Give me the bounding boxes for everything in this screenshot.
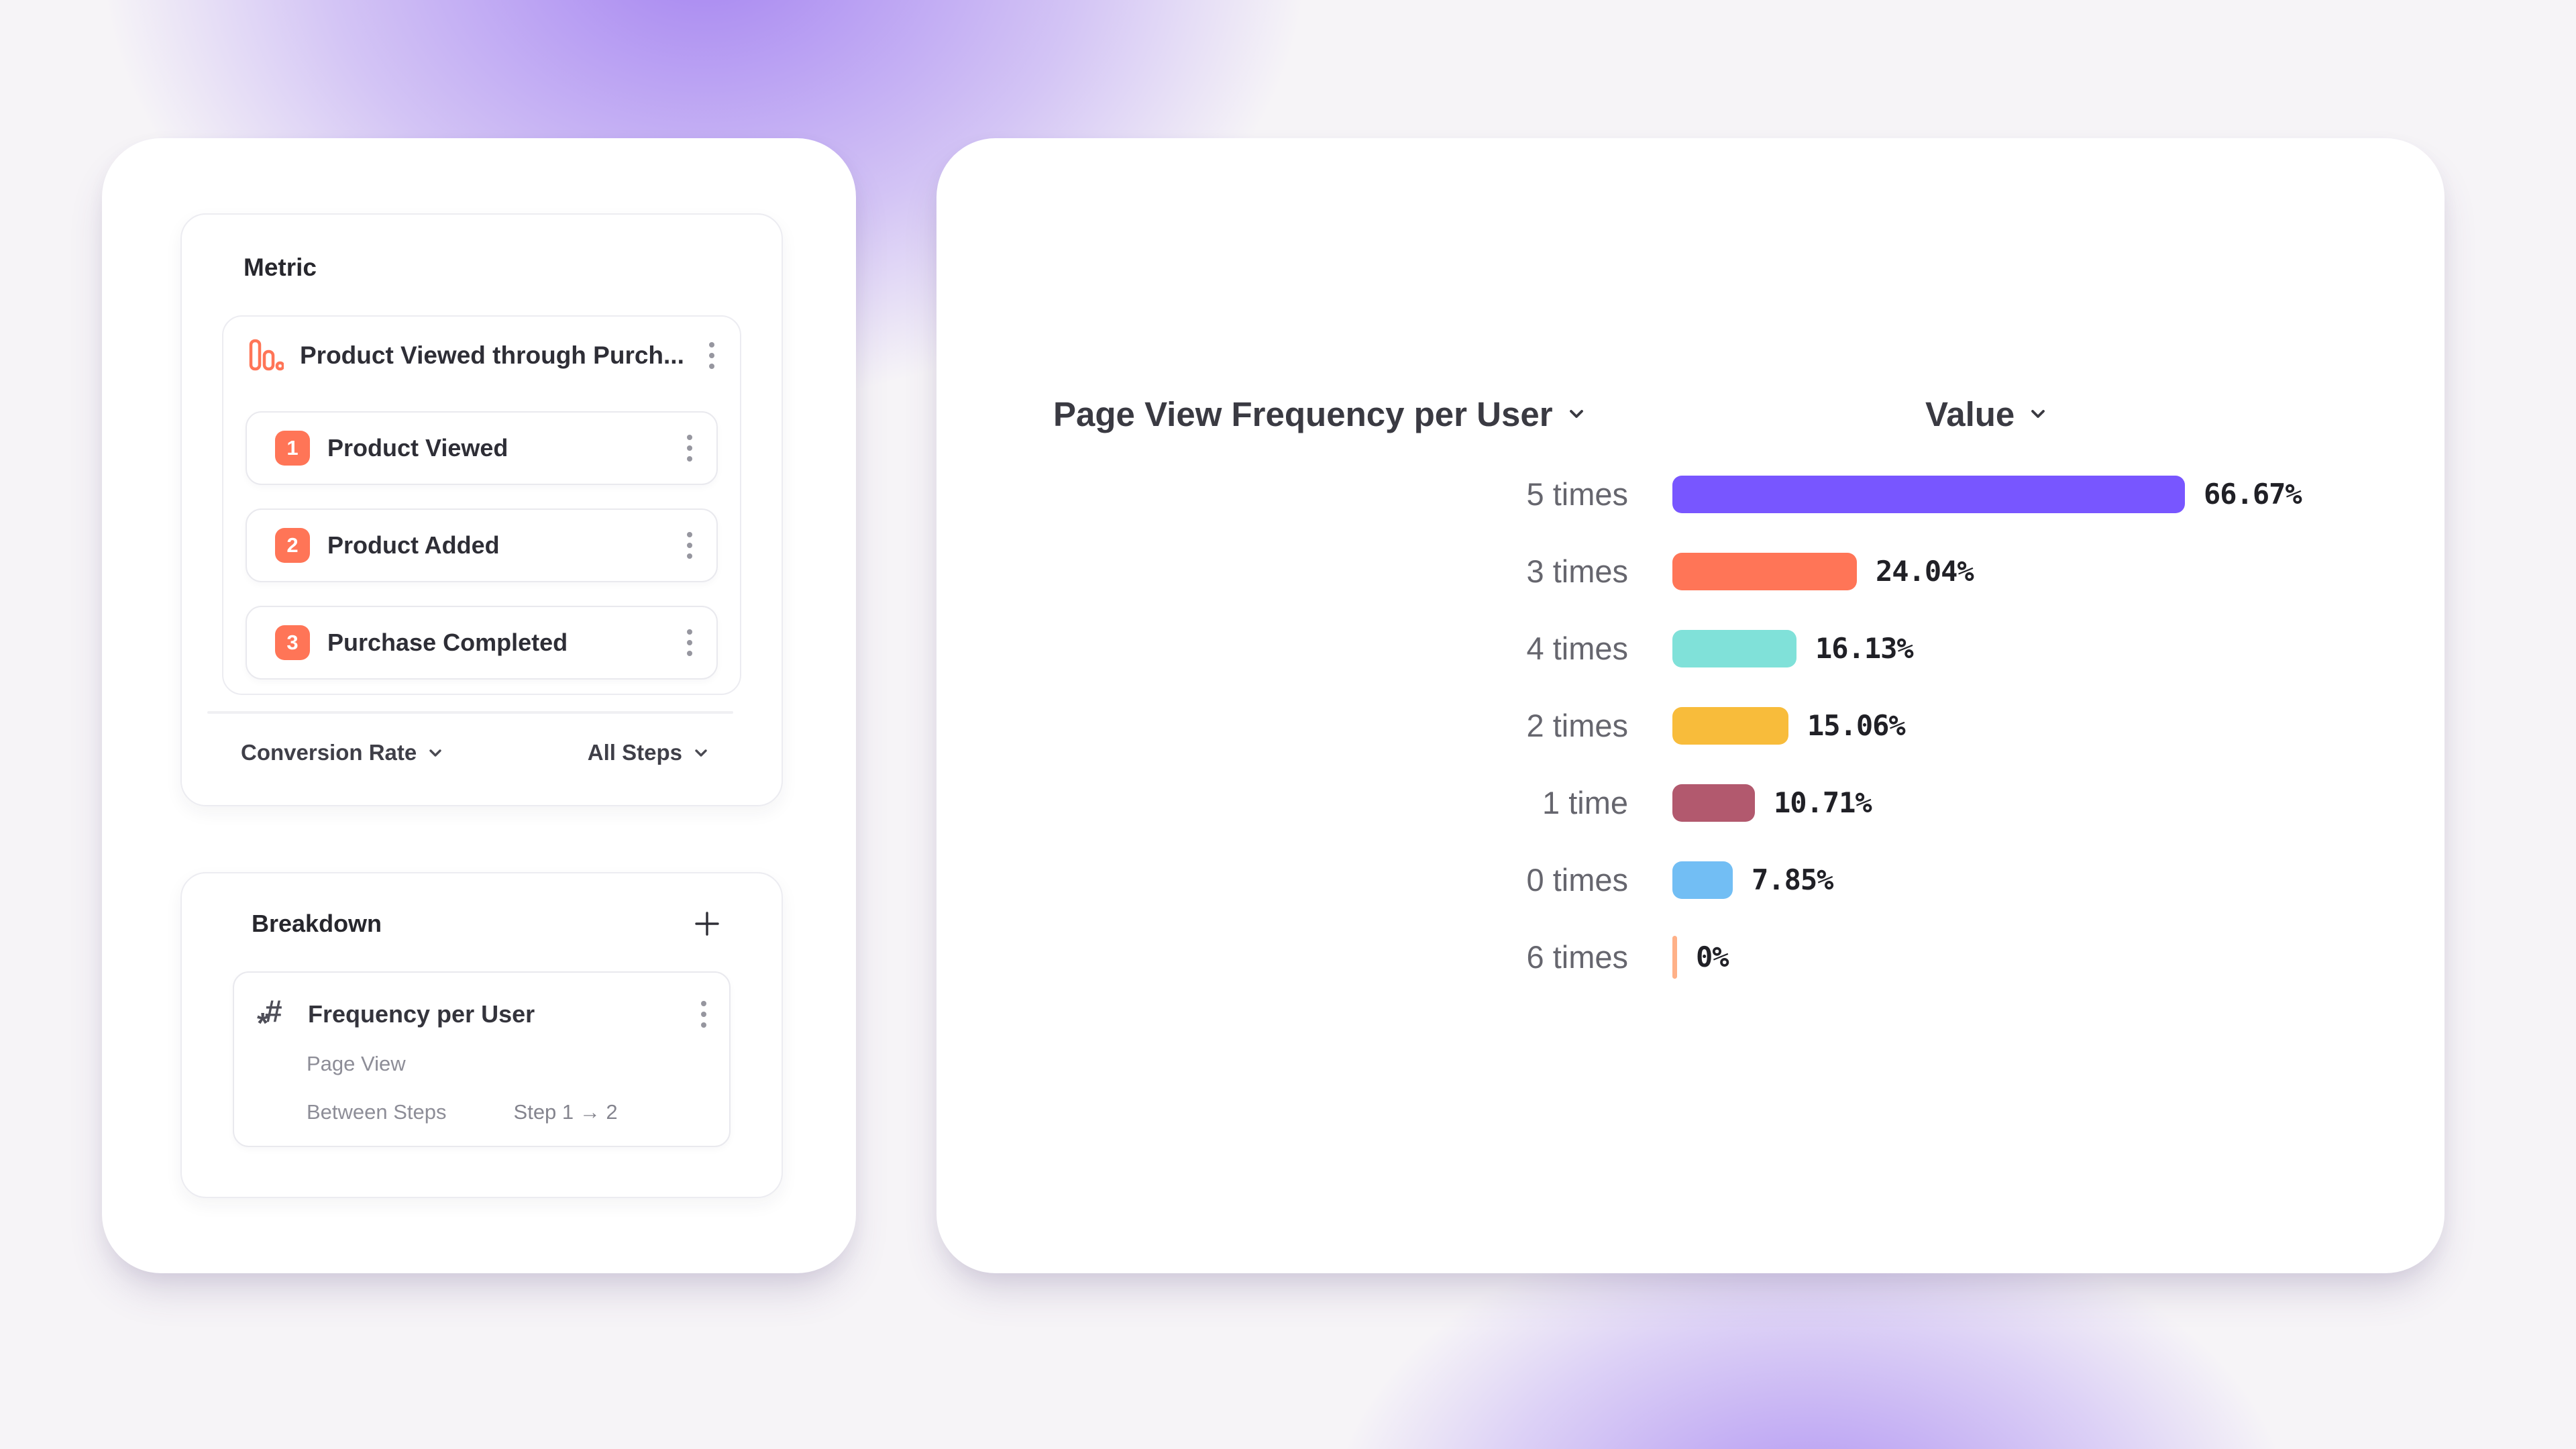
breakdown-event-label: Page View (307, 1052, 406, 1075)
plus-icon[interactable] (692, 908, 722, 939)
kebab-menu-icon[interactable] (683, 528, 696, 563)
bar-category-label: 6 times (1526, 939, 1629, 975)
breakdown-panel: Breakdown # * Frequency per User Page Vie… (180, 872, 783, 1198)
chart-title-dropdown[interactable]: Page View Frequency per User (1053, 390, 1588, 437)
kebab-menu-icon[interactable] (683, 625, 696, 660)
bar-segment[interactable] (1672, 552, 1857, 590)
kebab-menu-icon[interactable] (683, 431, 696, 466)
bar-category-label: 1 time (1542, 785, 1628, 820)
bar-value-label: 24.04% (1876, 555, 1974, 588)
breakdown-item-row: # * Frequency per User (257, 993, 710, 1040)
funnel-step-row[interactable]: 1 Product Viewed (246, 411, 718, 485)
bar-value-label: 7.85% (1752, 863, 1833, 896)
chart-bar-row: 6 times 0% (936, 918, 2445, 996)
chart-title: Page View Frequency per User (1053, 394, 1553, 433)
bar-segment[interactable] (1672, 629, 1796, 667)
bar-segment[interactable] (1672, 784, 1755, 822)
bar-value-label: 66.67% (2204, 478, 2302, 511)
bar-category-label: 4 times (1526, 631, 1629, 666)
value-column-dropdown[interactable]: Value (1925, 390, 2049, 437)
step-event-label: Product Added (327, 531, 500, 559)
value-column-label: Value (1925, 394, 2015, 433)
chevron-down-icon (426, 743, 445, 762)
breakdown-item-title: Frequency per User (308, 1000, 535, 1028)
bar-category-label: 2 times (1526, 708, 1629, 743)
breakdown-scope-row: Between Steps Step 1 → 2 (307, 1100, 618, 1124)
bar-segment[interactable] (1672, 706, 1788, 745)
step-number-badge: 2 (275, 528, 310, 563)
chart-bar-row: 2 times 15.06% (936, 687, 2445, 764)
step-number-badge: 1 (275, 431, 310, 466)
bar-segment[interactable] (1672, 935, 1677, 979)
metric-title: Product Viewed through Purch... (300, 341, 684, 369)
chevron-down-icon (1565, 402, 1588, 425)
chevron-down-icon (692, 743, 710, 762)
bar-segment[interactable] (1672, 475, 2185, 513)
funnel-step-row[interactable]: 2 Product Added (246, 508, 718, 582)
all-steps-label: All Steps (587, 740, 682, 765)
metric-panel-footer: Conversion Rate All Steps (241, 731, 710, 774)
chart-bar-row: 3 times 24.04% (936, 533, 2445, 610)
funnel-definition-box: Product Viewed through Purch... 1 Product… (222, 315, 741, 695)
funnel-chart-icon (248, 337, 284, 374)
chart-bar-row: 5 times 66.67% (936, 455, 2445, 533)
bar-chart: 5 times 66.67% 3 times 24.04% 4 times 16.13% 2… (936, 455, 2445, 996)
panel-divider (207, 711, 733, 714)
bar-category-label: 5 times (1526, 476, 1629, 512)
chevron-down-icon (2027, 402, 2049, 425)
bar-value-label: 15.06% (1807, 709, 1906, 742)
breakdown-panel-title: Breakdown (252, 910, 382, 937)
conversion-rate-label: Conversion Rate (241, 740, 417, 765)
metric-panel: Metric Product Viewed through Purch... 1… (180, 213, 783, 806)
bar-category-label: 3 times (1526, 553, 1629, 589)
funnel-steps-list: 1 Product Viewed 2 Product Added 3 Purchase C… (246, 411, 718, 703)
bar-value-label: 0% (1696, 941, 1729, 973)
chart-bar-row: 0 times 7.85% (936, 841, 2445, 918)
step-event-label: Product Viewed (327, 434, 508, 462)
funnel-metric-row[interactable]: Product Viewed through Purch... (248, 327, 718, 384)
breakdown-item-card[interactable]: # * Frequency per User Page View Between … (233, 971, 731, 1147)
bar-category-label: 0 times (1526, 862, 1629, 898)
metric-panel-title: Metric (244, 254, 317, 281)
query-builder-card: Metric Product Viewed through Purch... 1… (102, 138, 856, 1273)
bar-segment[interactable] (1672, 861, 1733, 899)
kebab-menu-icon[interactable] (697, 997, 710, 1032)
numeric-property-icon: # * (257, 994, 282, 1040)
breakdown-scope-label: Between Steps (307, 1100, 447, 1124)
bar-value-label: 16.13% (1815, 632, 1914, 665)
kebab-menu-icon[interactable] (705, 338, 718, 373)
bar-value-label: 10.71% (1774, 786, 1872, 819)
step-number-badge: 3 (275, 625, 310, 660)
funnel-step-row[interactable]: 3 Purchase Completed (246, 606, 718, 680)
all-steps-dropdown[interactable]: All Steps (588, 740, 710, 765)
chart-bar-row: 4 times 16.13% (936, 610, 2445, 687)
conversion-rate-dropdown[interactable]: Conversion Rate (241, 740, 445, 765)
step-event-label: Purchase Completed (327, 629, 568, 656)
chart-card: Page View Frequency per User Value 5 tim… (936, 138, 2445, 1273)
breakdown-header: Breakdown (252, 908, 722, 939)
breakdown-scope-value: Step 1 → 2 (513, 1100, 618, 1124)
chart-bar-row: 1 time 10.71% (936, 764, 2445, 841)
